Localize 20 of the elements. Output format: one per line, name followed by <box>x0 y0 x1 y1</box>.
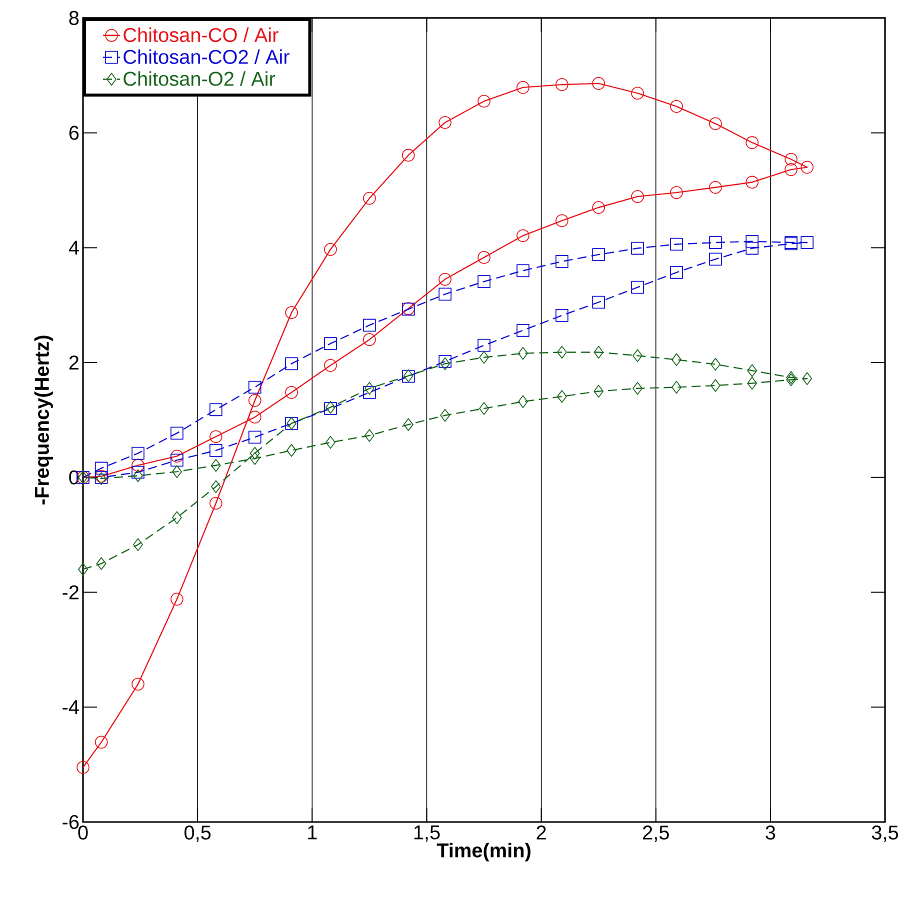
y-tick-label: 6 <box>69 126 79 140</box>
x-tick-label: 0,5 <box>184 826 211 842</box>
x-tick-label: 2 <box>536 826 546 840</box>
y-tick-label: -4 <box>62 700 79 714</box>
x-tick-label: 0 <box>78 826 88 840</box>
y-tick-label: 4 <box>68 240 79 255</box>
y-tick-label: 2 <box>69 356 78 370</box>
x-tick-label: 1,5 <box>414 826 440 842</box>
legend-label: Chitosan-CO2 / Air <box>124 49 290 64</box>
x-tick-label: 1 <box>308 826 317 840</box>
x-tick-label: 2,5 <box>643 826 669 842</box>
legend-label: Chitosan-O2 / Air <box>124 71 276 86</box>
y-tick-label: 8 <box>69 10 79 26</box>
y-tick-label: -2 <box>62 585 78 600</box>
y-axis-title: -Frequency(Hertz) <box>34 336 53 504</box>
x-axis-title: Time(min) <box>436 842 530 862</box>
legend-label: Chitosan-CO / Air <box>124 27 278 42</box>
x-tick-label: 3,5 <box>872 826 898 842</box>
y-tick-label: -6 <box>62 814 79 830</box>
x-tick-label: 3 <box>766 826 776 840</box>
